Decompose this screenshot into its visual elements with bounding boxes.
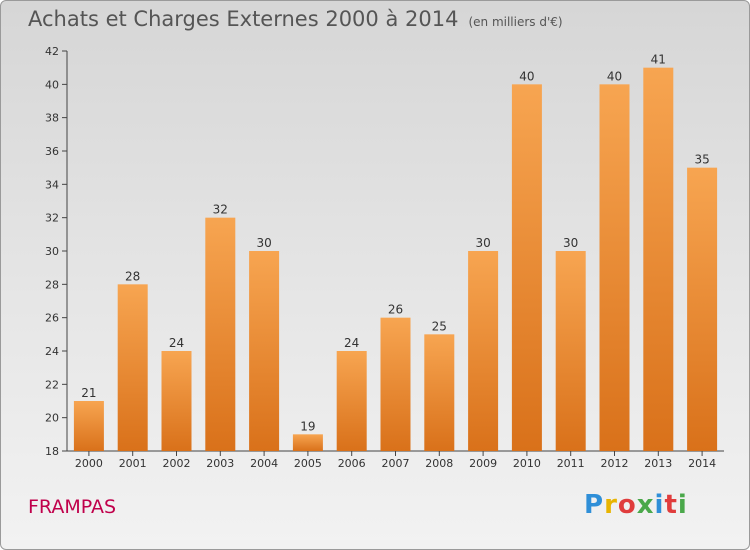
y-tick-label: 34	[45, 178, 59, 191]
x-tick-label: 2002	[163, 457, 191, 470]
x-tick-label: 2000	[75, 457, 103, 470]
x-tick-label: 2004	[250, 457, 278, 470]
data-label-2008: 25	[432, 319, 447, 333]
y-tick-label: 24	[45, 345, 59, 358]
bar-2004	[249, 251, 280, 451]
bar-2009	[468, 251, 499, 451]
bar-2011	[555, 251, 586, 451]
y-tick-label: 42	[45, 45, 59, 58]
y-tick-label: 38	[45, 112, 59, 125]
x-tick-label: 2007	[382, 457, 410, 470]
x-tick-label: 2014	[688, 457, 716, 470]
y-tick-label: 30	[45, 245, 59, 258]
x-tick-label: 2009	[469, 457, 497, 470]
logo-letter: x	[636, 490, 655, 520]
y-tick-label: 28	[45, 278, 59, 291]
bar-2000	[73, 401, 104, 451]
data-label-2005: 19	[300, 419, 315, 433]
x-tick-label: 2001	[119, 457, 147, 470]
data-label-2002: 24	[169, 336, 184, 350]
x-tick-label: 2006	[338, 457, 366, 470]
chart-axes: 18 20 22 24 26 28 30 32 34 36 38 40 42	[45, 45, 724, 458]
proxiti-logo: Proxiti	[584, 490, 688, 520]
data-label-2012: 40	[607, 69, 622, 83]
y-tick-label: 22	[45, 378, 59, 391]
logo-letter: P	[584, 490, 605, 520]
logo-letter: t	[664, 490, 678, 520]
x-tick-label: 2011	[557, 457, 585, 470]
bar-2013	[643, 67, 674, 452]
commune-name: FRAMPAS	[28, 496, 117, 518]
bar-2006	[336, 351, 367, 451]
bar-2001	[117, 284, 148, 451]
logo-letter: o	[617, 490, 637, 520]
data-label-2003: 32	[213, 203, 228, 217]
chart-bars	[73, 67, 718, 452]
y-tick-label: 26	[45, 312, 59, 325]
data-label-2013: 41	[651, 53, 666, 67]
y-tick-label: 32	[45, 212, 59, 225]
logo-letter: i	[677, 490, 688, 520]
bar-2008	[424, 334, 455, 451]
data-label-2009: 30	[475, 236, 490, 250]
x-tick-label: 2008	[425, 457, 453, 470]
data-label-2000: 21	[81, 386, 96, 400]
chart-title: Achats et Charges Externes 2000 à 2014 (e…	[28, 7, 563, 31]
bar-2007	[380, 317, 411, 451]
data-label-2006: 24	[344, 336, 359, 350]
chart-labels: 21 2000 28 2001 24 2002 32 2003 30 2004 19 2005 24 20…	[75, 53, 716, 470]
logo-letter: r	[604, 490, 618, 520]
data-label-2007: 26	[388, 303, 403, 317]
x-tick-label: 2013	[644, 457, 672, 470]
x-tick-label: 2003	[206, 457, 234, 470]
bar-2003	[205, 217, 236, 451]
chart-unit: (en milliers d'€)	[468, 15, 563, 29]
x-tick-label: 2010	[513, 457, 541, 470]
chart-title-text: Achats et Charges Externes 2000 à 2014	[28, 7, 459, 31]
bar-2012	[599, 84, 630, 451]
bar-2010	[511, 84, 542, 451]
y-tick-label: 36	[45, 145, 59, 158]
y-tick-label: 40	[45, 78, 59, 91]
y-tick-label: 18	[45, 445, 59, 458]
data-label-2004: 30	[256, 236, 271, 250]
data-label-2010: 40	[519, 69, 534, 83]
data-label-2011: 30	[563, 236, 578, 250]
bar-2005	[292, 434, 323, 451]
bar-2002	[161, 351, 192, 451]
data-label-2014: 35	[694, 153, 709, 167]
data-label-2001: 28	[125, 269, 140, 283]
bar-2014	[687, 167, 718, 451]
x-tick-label: 2012	[601, 457, 629, 470]
logo-letter: i	[654, 490, 665, 520]
y-tick-label: 20	[45, 412, 59, 425]
x-tick-label: 2005	[294, 457, 322, 470]
